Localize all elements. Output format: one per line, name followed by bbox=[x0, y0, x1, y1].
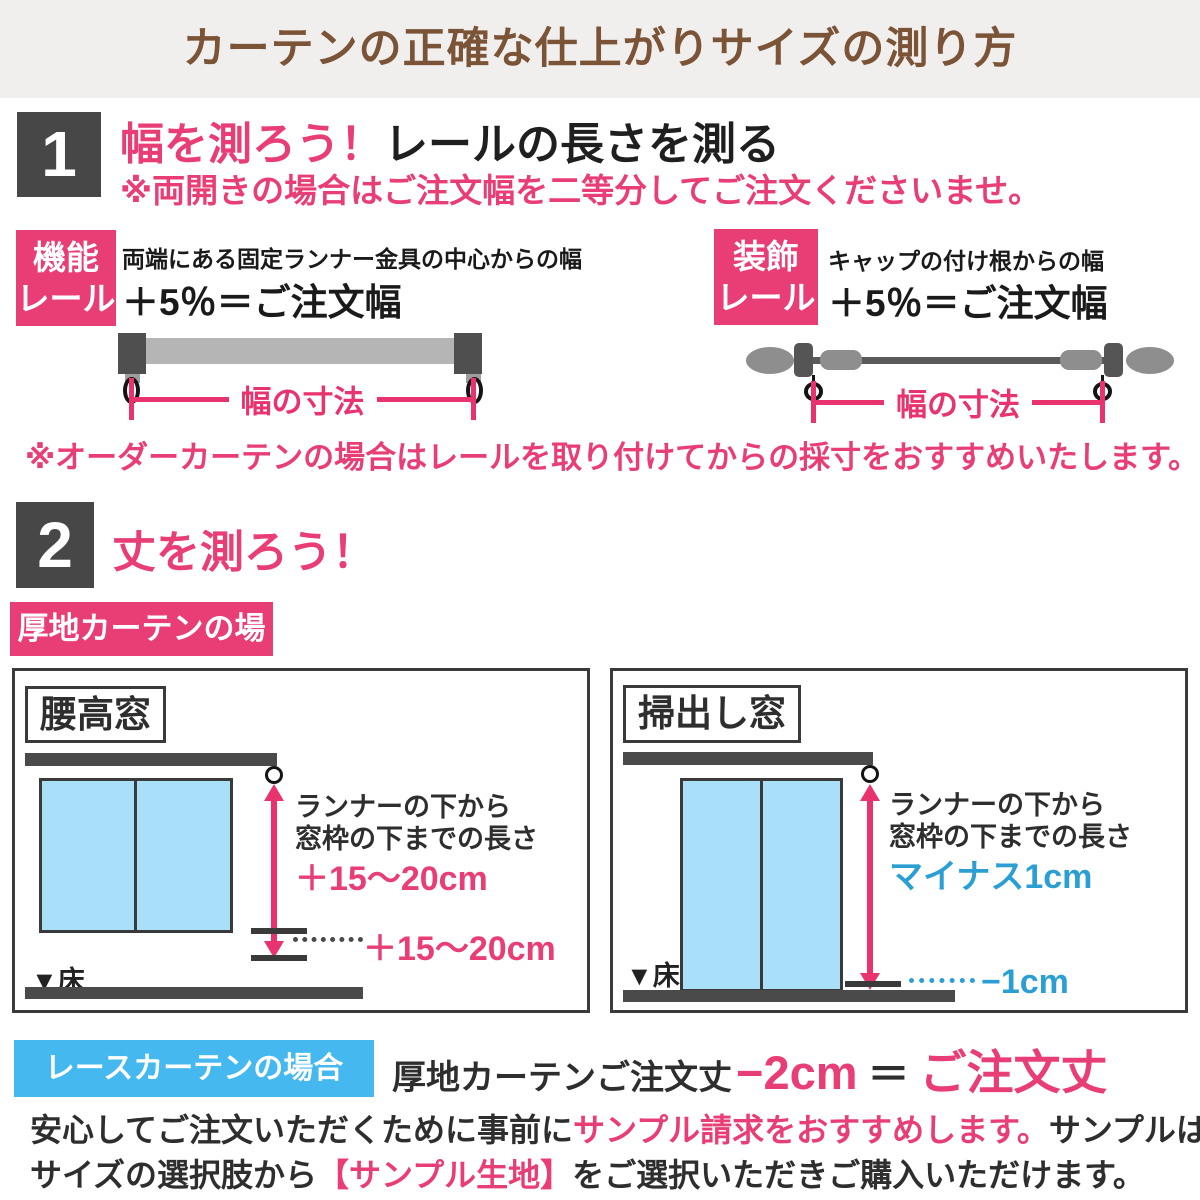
lace-length-formula: 厚地カーテンご注文丈 −2cm ＝ ご注文丈 bbox=[392, 1034, 1108, 1103]
functional-rail-bar bbox=[120, 338, 480, 364]
page-title: カーテンの正確な仕上がりサイズの測り方 bbox=[182, 25, 1018, 73]
formula-prefix: 厚地カーテンご注文丈 bbox=[392, 1059, 732, 1097]
rod-cap-right bbox=[1104, 343, 1123, 377]
curtain-rail-bar bbox=[25, 753, 277, 766]
footer-line2-highlight: 【サンプル生地】 bbox=[317, 1157, 573, 1193]
floor-bar bbox=[623, 990, 955, 1002]
curtain-hem-mark bbox=[845, 981, 901, 987]
window-illustration bbox=[680, 778, 843, 992]
floor-label: ▼床 bbox=[626, 961, 680, 991]
window-pane-divider bbox=[134, 781, 137, 930]
measure-tick-right bbox=[1100, 381, 1105, 423]
rail-end-cap-left bbox=[118, 333, 146, 374]
formula-equals: ＝ bbox=[867, 1051, 910, 1098]
measure-line1: ランナーの下から bbox=[295, 792, 511, 822]
decorative-rail-badge: 装飾 レール bbox=[714, 229, 818, 325]
floor-bar bbox=[25, 987, 363, 999]
window-type-label: 腰高窓 bbox=[25, 686, 166, 743]
footer-line2-post: をご選択いただきご購入いただけます。 bbox=[572, 1157, 1145, 1193]
step2-number-badge: 2 bbox=[16, 502, 94, 588]
sample-request-note: 安心してご注文いただくために事前にサンプル請求をおすすめします。サンプルは サイ… bbox=[30, 1108, 1200, 1198]
height-measure-arrow bbox=[264, 784, 284, 958]
measure-instructions: ランナーの下から 窓枠の下までの長さ マイナス1cm bbox=[889, 789, 1132, 897]
step2-heading: 丈を測ろう！ bbox=[112, 528, 376, 577]
rod-cap-left bbox=[794, 343, 813, 377]
waist-window-diagram: 腰高窓 ランナーの下から 窓枠の下までの長さ ＋15〜20cm ＋15〜20cm… bbox=[12, 668, 590, 1013]
measure-tick-right bbox=[471, 378, 476, 420]
rod-runner-left bbox=[820, 350, 862, 370]
functional-rail-badge: 機能 レール bbox=[16, 230, 116, 326]
decorative-rail-formula: ＋5％＝ご注文幅 bbox=[828, 283, 1108, 324]
footer-line1-pre: 安心してご注文いただくために事前に bbox=[30, 1112, 574, 1148]
thick-curtain-category-label: 厚地カーテンの場合 bbox=[10, 602, 273, 700]
curtain-hem-mark bbox=[251, 955, 307, 961]
window-illustration bbox=[39, 778, 233, 933]
functional-rail-badge-line2: レール bbox=[16, 280, 116, 317]
measure-line2: 窓枠の下までの長さ bbox=[295, 824, 538, 854]
footer-line1: 安心してご注文いただくために事前にサンプル請求をおすすめします。サンプルは bbox=[30, 1108, 1200, 1153]
functional-rail-formula: ＋5％＝ご注文幅 bbox=[122, 282, 402, 323]
step1-heading: 幅を測ろう！レールの長さを測る bbox=[120, 108, 780, 172]
length-adjustment-value: マイナス1cm bbox=[889, 858, 1093, 896]
decorative-rod bbox=[812, 357, 1105, 364]
measure-tick-left bbox=[129, 378, 134, 420]
formula-result: ご注文丈 bbox=[919, 1046, 1108, 1099]
step1-heading-pink: 幅を測ろう！ bbox=[120, 120, 384, 169]
footer-line2: サイズの選択肢から【サンプル生地】をご選択いただきご購入いただけます。 bbox=[30, 1153, 1200, 1198]
window-bottom-mark bbox=[251, 928, 307, 934]
header-band: カーテンの正確な仕上がりサイズの測り方 bbox=[0, 0, 1200, 98]
window-type-label: 掃出し窓 bbox=[623, 685, 801, 743]
functional-width-measure: 幅の寸法 bbox=[129, 376, 476, 422]
step1-number: 1 bbox=[41, 118, 77, 190]
length-adjustment-value: ＋15〜20cm bbox=[295, 860, 488, 898]
measure-line2: 窓枠の下までの長さ bbox=[889, 822, 1132, 852]
measure-tick-left bbox=[811, 381, 816, 423]
runner-ring-icon bbox=[861, 765, 879, 783]
ring-hanger-left bbox=[812, 375, 815, 384]
offset-label: ＋15〜20cm bbox=[363, 930, 556, 968]
step1-note: ※両開きの場合はご注文幅を二等分してご注文くださいませ。 bbox=[120, 172, 1042, 209]
height-measure-arrow bbox=[860, 784, 880, 990]
sweep-window-diagram: 掃出し窓 ランナーの下から 窓枠の下までの長さ マイナス1cm −1cm ▼床 bbox=[610, 668, 1188, 1013]
footer-line2-pre: サイズの選択肢から bbox=[30, 1157, 318, 1193]
offset-label: −1cm bbox=[981, 963, 1069, 1001]
offset-dotted-line bbox=[293, 937, 363, 942]
width-measure-label: 幅の寸法 bbox=[228, 376, 377, 422]
rod-runner-right bbox=[1060, 350, 1102, 370]
functional-rail-badge-line1: 機能 bbox=[33, 239, 99, 276]
footer-line1-highlight: サンプル請求をおすすめします。 bbox=[573, 1112, 1049, 1148]
footer-line1-post: サンプルは bbox=[1048, 1112, 1200, 1148]
finial-right-icon bbox=[1126, 347, 1174, 374]
formula-minus: −2cm bbox=[736, 1046, 858, 1099]
decorative-rail-description: キャップの付け根からの幅 bbox=[828, 248, 1104, 274]
finial-left-icon bbox=[746, 347, 794, 374]
decorative-rail-badge-line2: レール bbox=[716, 279, 816, 316]
ring-hanger-right bbox=[1101, 375, 1104, 384]
window-pane-divider bbox=[759, 781, 763, 989]
width-measure-label: 幅の寸法 bbox=[884, 379, 1032, 425]
decorative-width-measure: 幅の寸法 bbox=[811, 379, 1105, 425]
runner-ring-icon bbox=[265, 766, 283, 784]
lace-curtain-category-label: レースカーテンの場合 bbox=[14, 1040, 374, 1097]
measure-instructions: ランナーの下から 窓枠の下までの長さ ＋15〜20cm bbox=[295, 791, 538, 899]
step1-number-badge: 1 bbox=[17, 112, 101, 197]
functional-rail-description: 両端にある固定ランナー金具の中心からの幅 bbox=[122, 246, 582, 272]
step2-number: 2 bbox=[37, 509, 73, 581]
rail-end-cap-right bbox=[454, 333, 482, 374]
decorative-rail-badge-line1: 装飾 bbox=[733, 238, 799, 275]
measure-line1: ランナーの下から bbox=[889, 790, 1105, 820]
order-measuring-note: ※オーダーカーテンの場合はレールを取り付けてからの採寸をおすすめいたします。 bbox=[25, 440, 1200, 475]
curtain-rail-bar bbox=[623, 752, 873, 765]
step1-heading-black: レールの長さを測る bbox=[384, 120, 780, 169]
offset-dotted-line bbox=[909, 978, 975, 983]
